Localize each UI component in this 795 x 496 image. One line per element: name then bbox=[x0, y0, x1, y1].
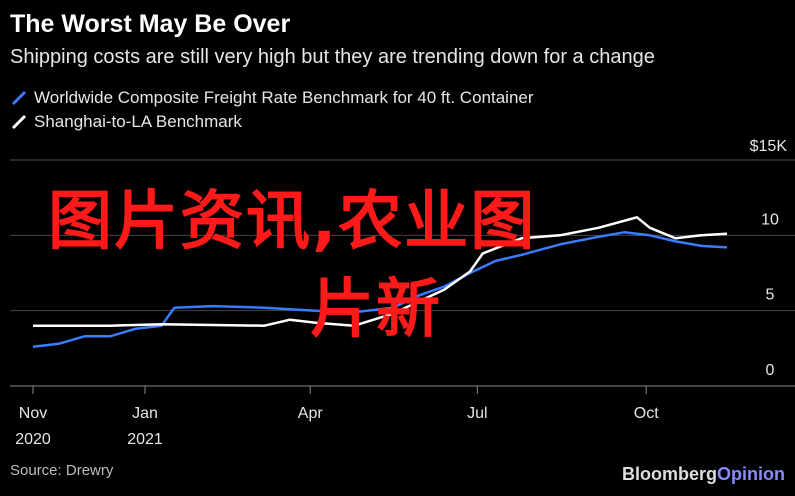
brand-accent: Opinion bbox=[717, 464, 785, 484]
chart-title: The Worst May Be Over bbox=[10, 10, 291, 38]
y-tick-label-top: $15K bbox=[750, 138, 788, 155]
legend-label-shanghai: Shanghai-to-LA Benchmark bbox=[34, 112, 242, 131]
x-tick-label-4-0: Oct bbox=[634, 405, 659, 422]
watermark-line-2: 片新 bbox=[310, 273, 442, 347]
y-tick-label-5: 5 bbox=[766, 287, 775, 304]
series-line-0 bbox=[32, 231, 728, 349]
y-tick-label-10: 10 bbox=[761, 211, 779, 228]
legend-item-worldwide: Worldwide Composite Freight Rate Benchma… bbox=[10, 88, 534, 108]
legend-item-shanghai: Shanghai-to-LA Benchmark bbox=[10, 112, 242, 132]
legend-label-worldwide: Worldwide Composite Freight Rate Benchma… bbox=[34, 88, 534, 107]
x-tick-label-2-0: Apr bbox=[298, 405, 324, 422]
watermark-line-1: 图片资讯,农业图 bbox=[48, 185, 537, 259]
series-line-1 bbox=[33, 216, 728, 327]
x-tick-label-1-0: Jan bbox=[132, 405, 158, 422]
brand-logo: BloombergOpinion bbox=[622, 464, 785, 485]
legend-white-line-icon bbox=[11, 114, 27, 130]
x-tick-label-3-0: Jul bbox=[467, 405, 487, 422]
x-tick-label-0-1: 2020 bbox=[15, 431, 51, 448]
x-tick-label-0-0: Nov bbox=[19, 405, 47, 422]
brand-main: Bloomberg bbox=[622, 464, 718, 484]
legend-blue-line-icon bbox=[11, 90, 27, 106]
source-note: Source: Drewry bbox=[10, 462, 114, 479]
y-tick-label-0: 0 bbox=[766, 362, 775, 379]
x-tick-label-1-1: 2021 bbox=[127, 431, 163, 448]
chart-subtitle: Shipping costs are still very high but t… bbox=[10, 46, 655, 68]
